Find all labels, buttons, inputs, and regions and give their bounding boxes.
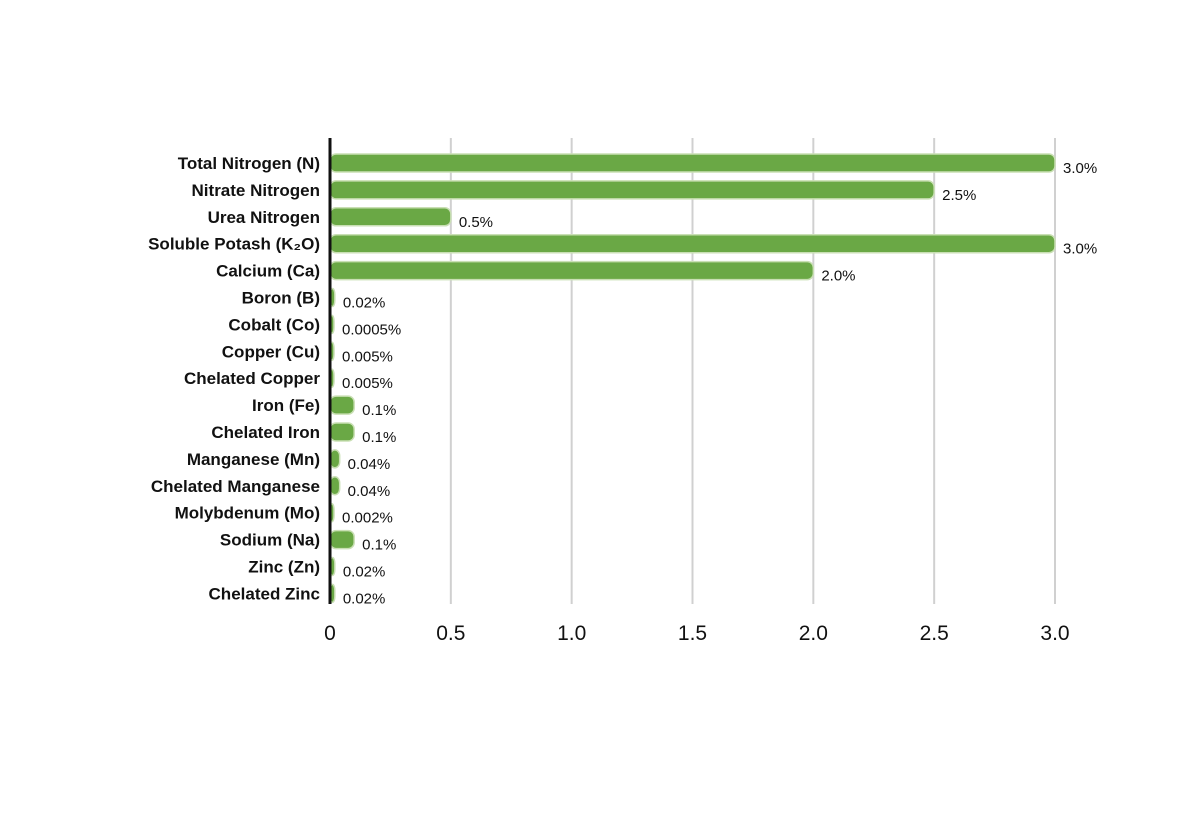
value-label: 0.02% [343, 564, 386, 581]
category-label: Iron (Fe) [252, 396, 320, 415]
category-label: Urea Nitrogen [208, 208, 320, 227]
value-label: 3.0% [1063, 241, 1097, 258]
value-label: 0.04% [348, 456, 391, 473]
category-label: Cobalt (Co) [228, 315, 320, 334]
value-label: 0.005% [342, 348, 393, 365]
category-label: Copper (Cu) [222, 342, 320, 361]
grid-lines [449, 138, 1056, 604]
x-tick-label: 1.0 [557, 622, 586, 645]
x-tick-label: 0 [324, 622, 336, 645]
value-label: 3.0% [1063, 160, 1097, 177]
category-label: Chelated Zinc [209, 584, 320, 603]
value-label: 0.5% [459, 214, 493, 231]
value-label: 0.04% [348, 483, 391, 500]
category-label: Boron (B) [242, 289, 320, 308]
x-tick-label: 1.5 [678, 622, 707, 645]
category-label: Chelated Manganese [151, 477, 320, 496]
value-label: 2.0% [821, 268, 855, 285]
x-tick-label: 2.0 [799, 622, 828, 645]
category-label: Calcium (Ca) [216, 262, 320, 281]
category-label: Manganese (Mn) [187, 450, 320, 469]
bar [329, 180, 935, 200]
value-label: 0.002% [342, 510, 393, 527]
value-label: 0.1% [362, 429, 396, 446]
category-label: Total Nitrogen (N) [178, 154, 320, 173]
category-label: Nitrate Nitrogen [192, 181, 320, 200]
category-label: Chelated Iron [211, 423, 320, 442]
bar [329, 233, 1056, 254]
value-label: 0.1% [362, 402, 396, 419]
category-label: Zinc (Zn) [248, 558, 320, 577]
bar [329, 207, 452, 227]
x-tick-label: 3.0 [1040, 622, 1069, 645]
category-label: Sodium (Na) [220, 531, 320, 550]
bar [329, 153, 1056, 173]
bar [329, 395, 355, 415]
bar [329, 529, 355, 550]
value-label: 2.5% [942, 187, 976, 204]
bar [329, 260, 815, 281]
x-tick-label: 2.5 [920, 622, 949, 645]
category-label: Chelated Copper [184, 369, 320, 388]
value-label: 0.005% [342, 375, 393, 392]
bar [329, 422, 355, 442]
x-tick-label: 0.5 [436, 622, 465, 645]
value-label: 0.1% [362, 537, 396, 554]
category-label: Molybdenum (Mo) [175, 504, 320, 523]
value-label: 0.02% [343, 590, 386, 607]
category-label: Soluble Potash (K₂O) [148, 235, 320, 254]
value-label: 0.02% [343, 295, 386, 312]
labels: 0 0.5 1.0 1.5 2.0 2.5 3.0 Total Nitrogen (N) 3.0… [148, 154, 1097, 645]
value-label: 0.0005% [342, 321, 401, 338]
bars [329, 153, 1056, 604]
